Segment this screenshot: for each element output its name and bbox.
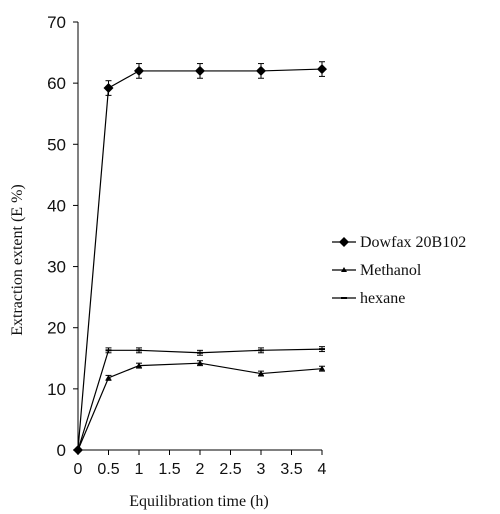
data-point bbox=[317, 64, 327, 75]
series-line bbox=[77, 362, 323, 451]
legend-marker bbox=[339, 237, 349, 247]
x-tick-label: 2 bbox=[196, 461, 205, 478]
data-point bbox=[134, 65, 144, 76]
y-axis-title: Extraction extent (E %) bbox=[9, 184, 26, 336]
legend-marker bbox=[341, 267, 347, 272]
series-methanol bbox=[75, 360, 325, 452]
x-tick-label: 3 bbox=[257, 461, 266, 478]
y-tick-label: 40 bbox=[47, 196, 66, 215]
series-layer bbox=[73, 61, 327, 455]
series-hexane bbox=[75, 346, 325, 451]
x-tick-label: 1.5 bbox=[158, 461, 180, 478]
data-point bbox=[136, 362, 142, 368]
legend: Dowfax 20B102 Methanol hexane bbox=[332, 234, 466, 307]
ticks: 0 10 20 30 40 50 60 70 0 0.5 1 1.5 2 2.5 3 3.5 4 bbox=[47, 13, 326, 478]
y-tick-label: 20 bbox=[47, 319, 66, 338]
series-line bbox=[77, 348, 323, 451]
x-tick-label: 1 bbox=[135, 461, 144, 478]
axes bbox=[77, 22, 322, 451]
legend-item: Methanol bbox=[332, 262, 422, 279]
data-point bbox=[103, 83, 114, 94]
legend-label: hexane bbox=[360, 290, 405, 307]
x-tick-label: 2.5 bbox=[219, 461, 241, 478]
x-tick-label: 0 bbox=[74, 461, 83, 478]
series-line bbox=[77, 68, 323, 451]
data-point bbox=[319, 365, 325, 371]
y-tick-label: 60 bbox=[47, 74, 66, 93]
data-point bbox=[256, 65, 266, 76]
y-tick-label: 70 bbox=[47, 13, 66, 32]
x-tick-label: 4 bbox=[318, 461, 327, 478]
legend-label: Methanol bbox=[360, 262, 422, 279]
data-point bbox=[195, 65, 205, 76]
x-tick-label: 0.5 bbox=[97, 461, 119, 478]
y-tick-label: 30 bbox=[47, 258, 66, 277]
data-point bbox=[258, 370, 264, 376]
y-tick-label: 50 bbox=[47, 135, 66, 154]
x-tick-label: 3.5 bbox=[280, 461, 302, 478]
legend-label: Dowfax 20B102 bbox=[360, 234, 466, 251]
data-point bbox=[197, 360, 203, 366]
data-point bbox=[105, 374, 112, 380]
legend-item: Dowfax 20B102 bbox=[332, 234, 466, 251]
legend-item: hexane bbox=[332, 290, 405, 307]
y-tick-label: 10 bbox=[47, 380, 66, 399]
series-dowfax-20b102 bbox=[73, 61, 327, 455]
y-tick-label: 0 bbox=[57, 441, 66, 460]
x-axis-title: Equilibration time (h) bbox=[129, 493, 269, 510]
